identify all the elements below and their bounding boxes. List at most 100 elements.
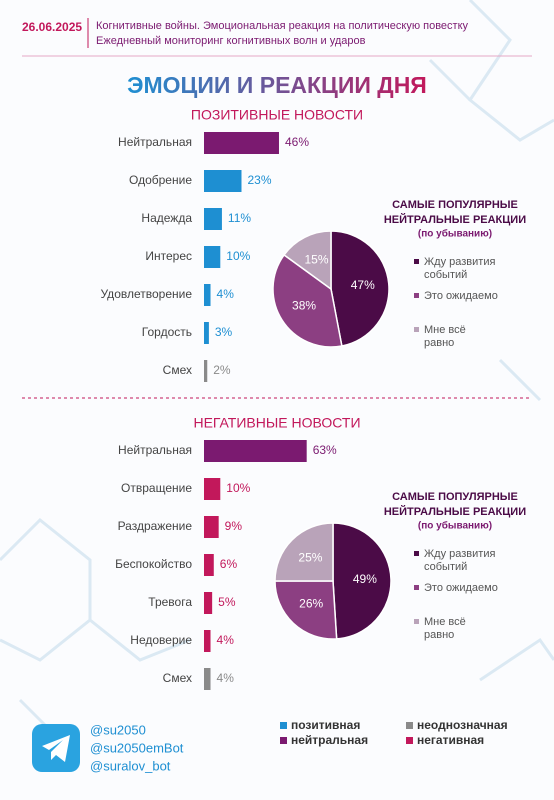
category-label: Нейтральная [118,135,192,149]
legend-line: Жду развития [424,548,495,560]
bar [204,208,222,230]
legend-label: Это ожидаемо [424,290,498,302]
slice-label: 38% [292,298,316,312]
bar [204,516,219,538]
legend-swatch [406,722,413,729]
pie-slice [274,580,338,640]
pie-slice [274,522,334,582]
legend-label: позитивная [291,718,360,732]
legend-swatch [414,619,419,624]
legend-label: нейтральная [291,733,368,747]
slice-label: 15% [305,253,329,267]
bar [204,668,211,690]
slice-label: 26% [299,596,323,610]
bar [204,322,209,344]
handle: @su2050 [90,722,146,737]
category-label: Раздражение [118,519,193,533]
bar [204,246,221,268]
value-label: 6% [220,557,238,571]
slice-label: 25% [298,551,322,565]
telegram-plane [42,735,70,762]
category-label: Смех [163,363,192,377]
pie-slice [272,253,343,348]
legend-swatch [414,259,419,264]
value-label: 5% [218,595,236,609]
value-label: 3% [215,325,233,339]
value-label: 2% [213,363,231,377]
category-label: Гордость [142,325,192,339]
legend-line: событий [424,269,467,281]
value-label: 4% [217,287,235,301]
legend-swatch [280,737,287,744]
pie-slice [283,230,332,291]
handle: @suralov_bot [90,758,171,773]
pie-title: САМЫЕ ПОПУЛЯРНЫЕ НЕЙТРАЛЬНЫЕ РЕАКЦИИ [384,491,526,518]
value-label: 63% [313,443,337,457]
value-label: 4% [217,671,235,685]
legend-line: Мне всё [424,324,466,336]
bar [204,592,213,614]
value-label: 46% [285,135,309,149]
legend-line: событий [424,561,467,573]
category-label: Недоверие [130,633,192,647]
pie-title-line: САМЫЕ ПОПУЛЯРНЫЕ [392,199,518,211]
header-line: Когнитивные войны. Эмоциональная реакция… [96,20,469,32]
bar [204,630,211,652]
pie-slice [330,230,390,347]
bar [204,170,242,192]
bar [204,554,214,576]
value-label: 9% [225,519,243,533]
date: 26.06.2025 [22,20,82,34]
handle: @su2050emBot [90,740,184,755]
value-label: 4% [217,633,235,647]
legend-swatch [414,585,419,590]
pie-title-line: НЕЙТРАЛЬНЫЕ РЕАКЦИИ [384,505,526,518]
value-label: 10% [226,481,250,495]
category-label: Отвращение [121,481,192,495]
background-network [0,0,554,742]
legend-line: равно [424,629,454,641]
pie-subtitle: (по убыванию) [418,520,492,532]
section-title: НЕГАТИВНЫЕ НОВОСТИ [193,415,360,431]
pie-slice [332,522,392,640]
category-label: Надежда [141,211,192,225]
legend-label: Это ожидаемо [424,582,498,594]
legend-line: равно [424,337,454,349]
legend-label: Жду развития событий [424,256,495,281]
main-title: ЭМОЦИИ И РЕАКЦИИ ДНЯ [127,72,427,98]
legend-swatch [414,293,419,298]
bar [204,284,211,306]
slice-label: 49% [353,572,377,586]
legend-line: Жду развития [424,256,495,268]
bar [204,360,208,382]
legend-line: Мне всё [424,616,466,628]
pie-title-line: САМЫЕ ПОПУЛЯРНЫЕ [392,491,518,503]
value-label: 23% [247,173,271,187]
header-line: Ежедневный мониторинг когнитивных волн и… [96,35,366,47]
pie-subtitle: (по убыванию) [418,228,492,240]
pie-title-line: НЕЙТРАЛЬНЫЕ РЕАКЦИИ [384,213,526,226]
legend-swatch [406,737,413,744]
slice-label: 47% [351,278,375,292]
category-label: Беспокойство [115,557,192,571]
legend-label: негативная [417,733,484,747]
pie-title: САМЫЕ ПОПУЛЯРНЫЕ НЕЙТРАЛЬНЫЕ РЕАКЦИИ [384,199,526,226]
legend-label: неоднозначная [417,718,508,732]
category-label: Смех [163,671,192,685]
category-label: Одобрение [129,173,192,187]
section-title: ПОЗИТИВНЫЕ НОВОСТИ [191,107,363,123]
value-label: 11% [228,211,251,225]
legend-swatch [414,551,419,556]
legend-label: Жду развития событий [424,548,495,573]
category-label: Интерес [145,249,192,263]
category-label: Тревога [148,595,192,609]
category-label: Нейтральная [118,443,192,457]
value-label: 10% [226,249,250,263]
legend-swatch [280,722,287,729]
bar [204,478,221,500]
category-label: Удовлетворение [101,287,193,301]
legend-label: Мне всё равно [424,324,466,349]
legend-label: Мне всё равно [424,616,466,641]
bar [204,440,307,462]
